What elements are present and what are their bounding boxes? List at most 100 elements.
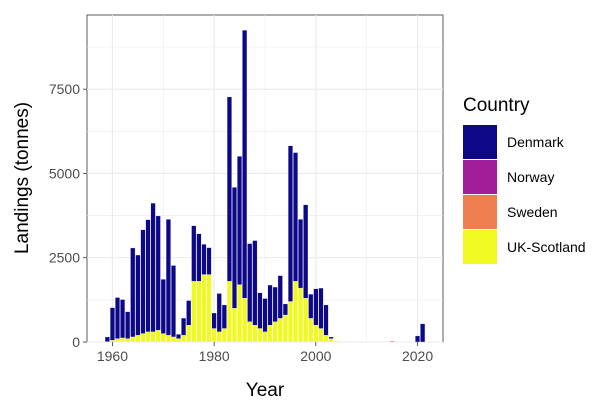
bar [140,333,146,343]
bar [318,287,324,329]
y-tick-label: 0 [72,334,80,350]
bar [104,336,110,342]
bar [257,292,263,329]
bar [308,293,314,319]
bar [415,335,421,343]
bars [104,30,426,343]
bar [247,321,253,343]
bar [171,265,176,338]
bar [221,304,227,329]
y-tick-label: 2500 [49,250,80,266]
bar [120,299,126,339]
bar [389,341,395,343]
bar [160,279,166,334]
bar [211,312,217,329]
bar [186,300,192,326]
bar [323,335,329,343]
x-tick-label: 2000 [300,348,331,364]
legend-title: Country [463,95,530,116]
bar [130,336,136,343]
bar [115,338,120,343]
x-axis-title: Year [246,380,285,401]
bar [125,311,131,339]
bar [140,229,146,334]
bar [109,340,115,343]
x-tick-label: 1960 [97,348,128,364]
bar [226,96,232,282]
bar [232,187,237,309]
y-tick-label: 7500 [49,81,80,97]
legend-label: UK-Scotland [507,239,586,255]
bar [282,314,288,343]
bar [135,335,141,343]
bar [181,317,187,336]
bar [272,286,278,322]
bar [252,240,258,326]
legend-label: Norway [507,169,554,185]
bar [201,244,207,275]
bar [323,304,329,336]
bar [206,247,212,275]
bar [171,336,176,343]
bar [277,318,283,343]
bar [262,298,268,333]
bar [191,225,197,282]
bar [186,324,192,343]
bar [165,335,171,343]
bar [267,284,273,326]
bar [242,30,248,299]
bar [313,324,319,343]
bar [216,331,222,343]
bar [247,243,253,322]
bar [155,215,161,331]
bar [277,275,283,319]
bar [252,324,258,343]
bar [115,297,120,339]
bar [308,318,314,343]
bar [333,340,339,343]
bar [165,219,171,336]
bar [313,288,319,326]
bar [328,338,334,343]
y-axis-ticks: 0 2500 5000 7500 [49,81,87,350]
bar [272,321,278,343]
bar [150,202,156,333]
bar [176,334,181,339]
bar [109,307,115,341]
bar [287,301,293,343]
bar [181,335,187,343]
bar [160,333,166,343]
bar [155,330,161,343]
bar [135,254,141,336]
bar [328,336,334,339]
bar [420,323,426,343]
bar [232,308,237,343]
bar [318,328,324,343]
bar [303,298,309,343]
x-tick-label: 1980 [199,348,230,364]
bar [120,337,126,343]
bar [145,331,151,343]
legend-label: Denmark [507,134,565,150]
bar [293,281,298,343]
bar [150,331,156,343]
bar [303,204,309,299]
legend-key [463,230,497,264]
legend-key [463,125,497,159]
bar [226,281,232,343]
bar [201,274,207,343]
bar [221,328,227,343]
bar [125,338,131,343]
bar [262,331,268,343]
y-tick-label: 5000 [49,165,80,181]
legend-label: Sweden [507,204,558,220]
bar [216,293,222,333]
bar [237,284,243,343]
bar [191,281,197,343]
legend-key [463,195,497,229]
x-tick-label: 2020 [402,348,433,364]
bar [237,156,243,285]
legend-key [463,160,497,194]
bar [293,152,298,282]
bar [211,328,217,343]
